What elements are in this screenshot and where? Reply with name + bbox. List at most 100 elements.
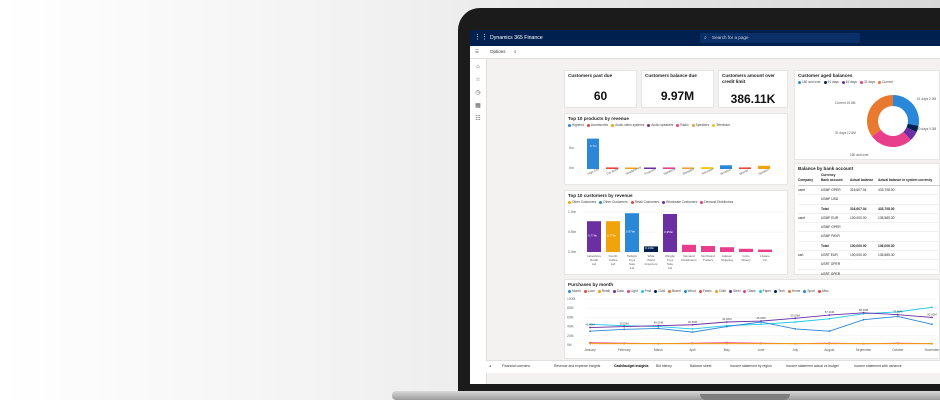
panel-title: Top 10 products by revenue xyxy=(568,116,629,121)
table-row[interactable]: USRT OPER xyxy=(798,270,940,279)
table-row[interactable]: USMF USD xyxy=(798,195,940,205)
donut-slice xyxy=(906,123,919,133)
x-tick-label: Tailspin xyxy=(627,254,637,258)
home-icon[interactable]: ⌂ xyxy=(476,64,480,70)
table-cell: 433,708.00 xyxy=(878,188,895,192)
legend-item[interactable]: Brand xyxy=(668,289,681,293)
point-label: 57.20M xyxy=(825,310,835,314)
legend-item[interactable]: 180 and over xyxy=(798,80,821,84)
kpi-amount-over-credit[interactable]: Customers amount over credit limit 386.1… xyxy=(718,70,788,108)
legend-label: Audio speakers xyxy=(651,123,674,127)
table-row[interactable]: usmf USMF EUR 100,000.00 135,585.30 xyxy=(798,214,940,224)
tab-income-statement-by-region[interactable]: Income statement by region xyxy=(730,364,772,368)
x-tick-label: Car Audio xyxy=(606,167,620,176)
laptop-hinge xyxy=(700,394,790,400)
legend-item[interactable]: Current xyxy=(878,80,893,84)
legend-swatch xyxy=(878,80,882,84)
kpi-customers-past-due[interactable]: Customers past due 60 xyxy=(564,70,637,108)
favorites-icon[interactable]: ☆ xyxy=(475,77,481,83)
legend-item[interactable]: Demand Distributors xyxy=(700,200,733,204)
legend-label: Audio video systems xyxy=(615,123,645,127)
tab-prev-icon[interactable]: ◂ xyxy=(489,364,491,368)
legend-item[interactable]: 31 days xyxy=(859,80,875,84)
x-tick-label: Speakers xyxy=(663,167,677,176)
table-row[interactable]: Total 316,607.04 433,708.00 xyxy=(798,205,940,214)
data-point xyxy=(623,328,626,331)
tab-cash-budget-insights[interactable]: Cash/budget insights xyxy=(614,364,649,368)
legend-item[interactable]: Tech xyxy=(774,289,785,293)
legend-item[interactable]: Audio speakers xyxy=(647,123,673,127)
legend-item[interactable]: Prod xyxy=(640,289,651,293)
kpi-value: 386.11K xyxy=(730,92,776,106)
action-search-icon[interactable]: ⌕ xyxy=(514,49,517,54)
legend-label: Home xyxy=(791,289,801,293)
legend-swatch xyxy=(714,289,718,293)
modules-icon[interactable]: ☷ xyxy=(475,116,481,122)
legend-item[interactable]: Sport xyxy=(803,289,815,293)
legend-item[interactable]: Other Customers xyxy=(599,200,628,204)
table-row[interactable]: usrl USRT EUR 100,000.00 135,585.30 xyxy=(798,251,940,261)
legend-item[interactable]: Home xyxy=(787,289,801,293)
data-point xyxy=(623,325,626,328)
legend-item[interactable]: Radio xyxy=(676,123,689,127)
tab-balance-sheet[interactable]: Balance sheet xyxy=(690,364,712,368)
legend-item[interactable]: Other Customers xyxy=(568,200,596,204)
report-tabs: ◂ Financial overview Revenue and expense … xyxy=(486,360,940,373)
legend-item[interactable]: Retail Customers xyxy=(630,200,659,204)
legend-item[interactable]: Audio video systems xyxy=(611,123,644,127)
kpi-title: Customers past due xyxy=(568,73,613,78)
table-row[interactable]: USMF PAYR xyxy=(798,232,940,242)
y-tick-label: 0M xyxy=(567,343,572,347)
x-tick-label: Ltd xyxy=(668,266,673,270)
legend-item[interactable]: Luxe xyxy=(583,289,595,293)
legend-item[interactable]: Accessories xyxy=(586,123,608,127)
search-box[interactable]: ⌕ Search for a page xyxy=(700,33,860,43)
legend-item[interactable]: Speakers xyxy=(691,123,709,127)
table-row[interactable]: USRT OPER xyxy=(798,260,940,270)
app-launcher-icon[interactable]: ⋮⋮ xyxy=(474,34,488,41)
table-row[interactable]: Total 100,000.00 136,006.30 xyxy=(798,242,940,252)
legend-item[interactable]: Gold xyxy=(654,289,665,293)
legend-item[interactable]: Fabric xyxy=(698,289,712,293)
legend-item[interactable]: Highend xyxy=(568,123,584,127)
legend-swatch xyxy=(668,289,672,293)
legend-item[interactable]: Steel xyxy=(729,289,740,293)
tab-bid-history[interactable]: Bid history xyxy=(656,364,672,368)
legend-item[interactable]: Wood xyxy=(683,289,696,293)
legend-item[interactable]: Wholesale Customers xyxy=(662,200,697,204)
legend-item[interactable]: Cloth xyxy=(714,289,726,293)
tab-income-statement-actual-vs-budget[interactable]: Income statement actual vs budget xyxy=(786,364,839,368)
legend-swatch xyxy=(568,123,571,127)
legend-item[interactable]: Month xyxy=(568,289,581,293)
legend-item[interactable]: Paper xyxy=(758,289,771,293)
tab-revenue-and-expense-insights[interactable]: Revenue and expense insights xyxy=(554,364,601,368)
bar xyxy=(587,221,601,252)
legend-item[interactable]: 91 days xyxy=(823,80,839,84)
table-row[interactable]: usmf USMF OPER 316,607.04 433,708.00 xyxy=(798,186,940,196)
legend-item[interactable]: Data xyxy=(612,289,624,293)
tab-income-statement-with-variance[interactable]: Income statement with variance xyxy=(854,364,902,368)
recent-icon[interactable]: ◷ xyxy=(475,90,481,96)
data-point xyxy=(794,342,797,345)
point-label: 72.00M xyxy=(893,310,903,314)
legend-swatch xyxy=(626,289,630,293)
bar xyxy=(739,248,753,252)
legend-label: Steel xyxy=(733,289,741,293)
slice-label: 61 days 2.0M xyxy=(917,97,936,101)
options-button[interactable]: Options xyxy=(490,49,506,54)
kpi-customers-balance-due[interactable]: Customers balance due 9.97M xyxy=(641,70,714,108)
legend-item[interactable]: Glass xyxy=(743,289,756,293)
workspaces-icon[interactable]: ▦ xyxy=(475,103,481,109)
legend-item[interactable]: 61 days xyxy=(841,80,857,84)
hamburger-icon[interactable]: ☰ xyxy=(475,49,480,54)
legend-item[interactable]: Television xyxy=(712,123,730,127)
legend-item[interactable]: Retail xyxy=(597,289,610,293)
panel-title: Customer aged balances xyxy=(798,73,853,78)
tab-financial-overview[interactable]: Financial overview xyxy=(502,364,530,368)
data-label: 0.95bn xyxy=(664,230,674,234)
x-tick-label: October xyxy=(892,348,904,352)
legend-item[interactable]: Light xyxy=(626,289,638,293)
legend-item[interactable]: Misc xyxy=(817,289,829,293)
table-row[interactable]: USMF GPER xyxy=(798,223,940,233)
legend-label: Luxe xyxy=(587,289,595,293)
